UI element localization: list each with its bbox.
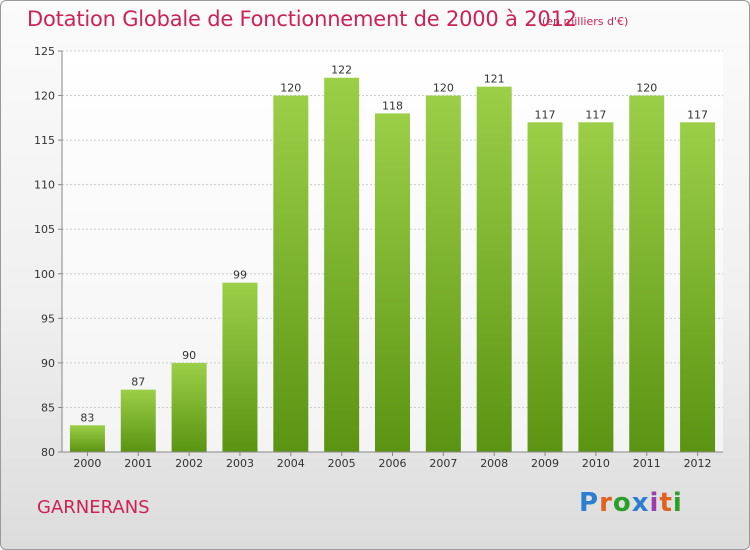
x-tick-label: 2002 bbox=[175, 457, 203, 470]
x-tick-label: 2001 bbox=[124, 457, 152, 470]
bar-value-label: 120 bbox=[636, 82, 657, 95]
y-tick-label: 115 bbox=[34, 134, 55, 147]
bar bbox=[578, 122, 614, 453]
bar bbox=[120, 389, 156, 452]
bar bbox=[476, 86, 512, 453]
x-tick-label: 2011 bbox=[633, 457, 661, 470]
bar bbox=[527, 122, 563, 453]
x-tick-label: 2004 bbox=[277, 457, 305, 470]
bar bbox=[69, 425, 105, 452]
bar bbox=[629, 95, 665, 453]
y-tick-label: 110 bbox=[34, 179, 55, 192]
bar bbox=[273, 95, 309, 453]
y-tick-label: 100 bbox=[34, 268, 55, 281]
bar bbox=[425, 95, 461, 453]
y-tick-label: 105 bbox=[34, 223, 55, 236]
bar-value-label: 118 bbox=[382, 99, 403, 112]
bar bbox=[324, 77, 360, 452]
bar-value-label: 83 bbox=[80, 411, 94, 424]
x-tick-label: 2003 bbox=[226, 457, 254, 470]
x-tick-label: 2008 bbox=[480, 457, 508, 470]
bars-group: 83 87 90 99 120 122 118 120 121 117 117 120 117 bbox=[69, 64, 716, 453]
y-tick-label: 85 bbox=[41, 401, 55, 414]
bar-value-label: 99 bbox=[233, 269, 247, 282]
x-tick-label: 2009 bbox=[531, 457, 559, 470]
x-tick-label: 2012 bbox=[684, 457, 712, 470]
bar bbox=[680, 122, 716, 453]
x-tick-label: 2007 bbox=[429, 457, 457, 470]
y-tick-label: 80 bbox=[41, 446, 55, 459]
y-tick-label: 95 bbox=[41, 312, 55, 325]
commune-name: GARNERANS bbox=[37, 497, 150, 518]
axes-group: 80 85 90 95 100 105 110 115 120 125 2000 2001 2002 20… bbox=[34, 45, 723, 470]
y-tick-label: 120 bbox=[34, 90, 55, 103]
x-tick-label: 2000 bbox=[73, 457, 101, 470]
bar-value-label: 120 bbox=[280, 82, 301, 95]
x-tick-label: 2005 bbox=[328, 457, 356, 470]
x-tick-label: 2010 bbox=[582, 457, 610, 470]
bar-value-label: 90 bbox=[182, 349, 196, 362]
chart-subtitle: (en milliers d'€) bbox=[542, 15, 629, 28]
bar bbox=[375, 113, 410, 452]
x-tick-label: 2006 bbox=[379, 457, 407, 470]
bar-value-label: 117 bbox=[535, 108, 556, 121]
bar-value-label: 121 bbox=[484, 73, 505, 86]
bar-value-label: 122 bbox=[331, 64, 352, 77]
bar-value-label: 117 bbox=[687, 108, 708, 121]
proxiti-logo: Proxiti bbox=[579, 488, 683, 518]
chart-title: Dotation Globale de Fonctionnement de 20… bbox=[27, 7, 577, 31]
bar-value-label: 117 bbox=[585, 108, 606, 121]
bar bbox=[171, 362, 207, 452]
bar-value-label: 87 bbox=[131, 376, 145, 389]
bar bbox=[222, 282, 258, 452]
bar-value-label: 120 bbox=[433, 82, 454, 95]
y-tick-label: 90 bbox=[41, 357, 55, 370]
y-tick-label: 125 bbox=[34, 45, 55, 58]
